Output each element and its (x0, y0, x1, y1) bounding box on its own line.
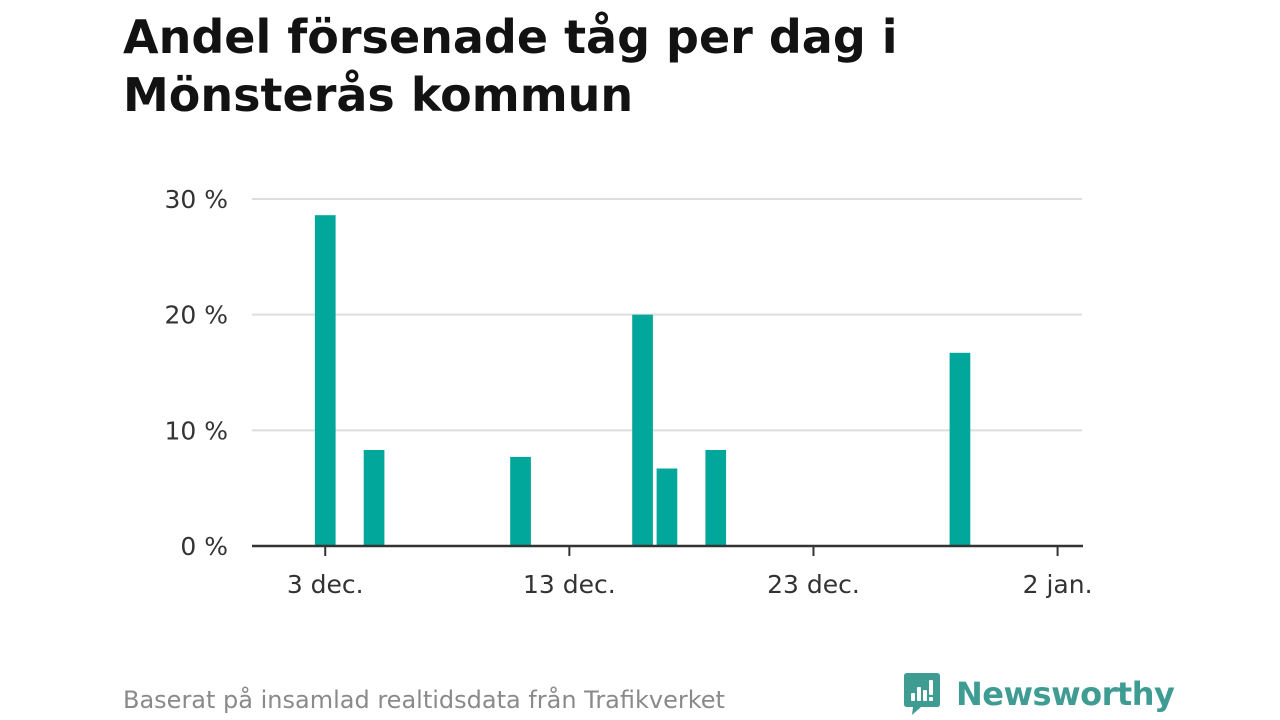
x-tick-label: 3 dec. (287, 570, 364, 599)
chart-title: Andel försenade tåg per dag i Mönsterås … (123, 10, 898, 122)
bar-chart-speech-bubble-icon (904, 673, 940, 715)
bar (363, 450, 385, 546)
y-tick-label: 0 % (180, 532, 228, 561)
bar (949, 352, 971, 546)
brand-logo[interactable]: Newsworthy (902, 670, 1175, 718)
x-tick-label: 23 dec. (767, 570, 860, 599)
bar (314, 215, 336, 546)
y-tick-label: 20 % (164, 301, 228, 330)
y-tick-label: 10 % (164, 416, 228, 445)
bars (314, 215, 971, 546)
tick-labels: 0 % 10 % 20 % 30 % 3 dec. 13 dec. 23 dec. 2 jan… (164, 185, 1092, 599)
x-tick-label: 13 dec. (523, 570, 616, 599)
bar (632, 314, 653, 546)
bar-chart: 0 % 10 % 20 % 30 % 3 dec. 13 dec. 23 dec. 2 jan… (164, 185, 1092, 599)
grid-lines (252, 198, 1082, 432)
y-tick-label: 30 % (164, 185, 228, 214)
axes (252, 544, 1083, 556)
bar (705, 450, 727, 546)
bar (510, 456, 531, 546)
bar (656, 468, 678, 546)
brand-name: Newsworthy (956, 675, 1175, 713)
x-tick-label: 2 jan. (1023, 570, 1093, 599)
source-note: Baserat på insamlad realtidsdata från Tr… (123, 686, 725, 714)
